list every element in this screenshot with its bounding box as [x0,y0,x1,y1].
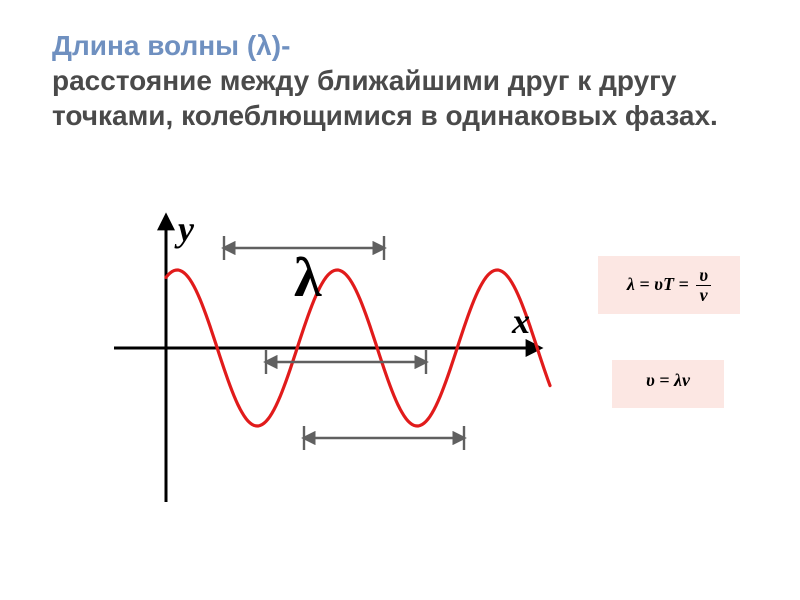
formula-text: υ = λν [646,370,690,390]
y-axis-label: y [178,208,194,250]
wave-diagram: y x λ [80,200,560,520]
formula-text: λ = υT = υν [627,274,711,294]
fraction-numerator: υ [696,266,711,286]
title-block: Длина волны (λ)- расстояние между ближай… [52,28,732,133]
title-definition: расстояние между ближайшими друг к другу… [52,65,710,131]
formula-v-lambda-nu: υ = λν [612,360,724,408]
lambda-label: λ [294,246,322,310]
slide: Длина волны (λ)- расстояние между ближай… [0,0,800,600]
x-axis-label: x [512,300,530,342]
formula-fraction: υν [696,266,711,305]
fraction-denominator: ν [696,286,711,305]
title-trailing-dot: . [710,100,718,131]
title-term: Длина волны (λ)- [52,30,290,61]
formula-pre: λ = υT = [627,274,693,294]
formula-lambda-vT: λ = υT = υν [598,256,740,314]
